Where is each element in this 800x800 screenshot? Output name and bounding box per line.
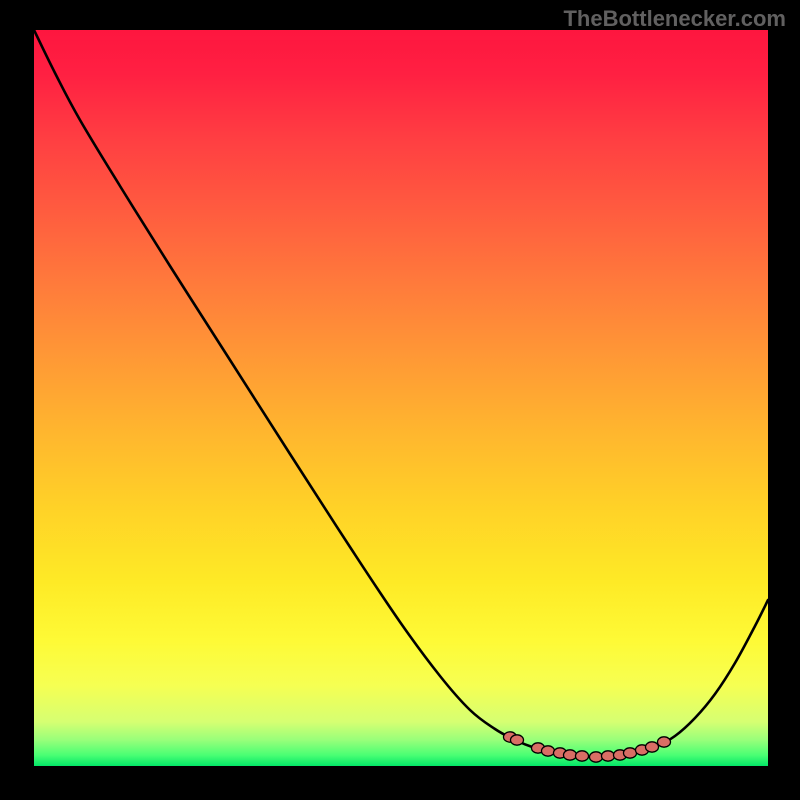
chart-container: TheBottlenecker.com — [0, 0, 800, 800]
watermark-text: TheBottlenecker.com — [563, 6, 786, 32]
data-marker — [511, 735, 524, 745]
chart-overlay-svg — [0, 0, 800, 800]
data-marker — [602, 751, 615, 761]
data-marker — [590, 752, 603, 762]
data-marker — [564, 750, 577, 760]
data-marker — [658, 737, 671, 747]
data-marker — [576, 751, 589, 761]
data-marker — [624, 748, 637, 758]
v-curve — [34, 30, 768, 757]
data-marker — [646, 742, 659, 752]
data-marker — [542, 746, 555, 756]
